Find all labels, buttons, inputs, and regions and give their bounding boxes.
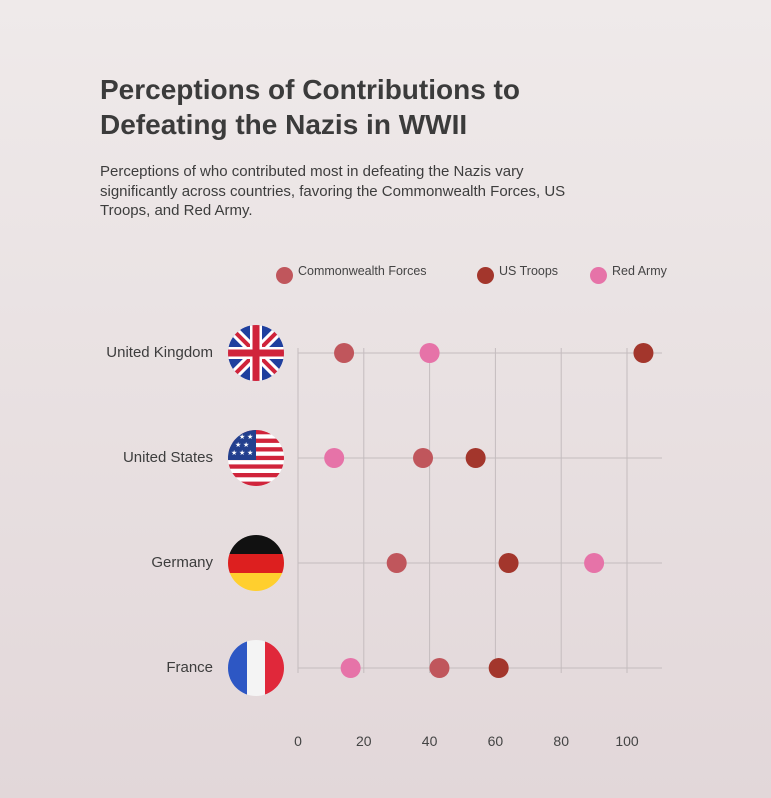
x-tick-label: 80	[553, 733, 569, 749]
country-label: Germany	[151, 554, 213, 571]
uk-flag-icon	[228, 325, 284, 381]
data-point[interactable]	[386, 553, 407, 573]
us-flag-icon: ★ ★ ★ ★ ★ ★ ★ ★	[228, 430, 284, 486]
legend-item: US Troops	[477, 262, 558, 284]
x-tick-label: 20	[356, 733, 372, 749]
data-point[interactable]	[334, 343, 355, 363]
data-point[interactable]	[465, 448, 486, 468]
country-label: United Kingdom	[106, 344, 213, 361]
legend-marker	[276, 267, 293, 284]
chart-title: Perceptions of Contributions to Defeatin…	[100, 74, 520, 140]
legend-marker	[590, 267, 607, 284]
svg-text:★: ★	[247, 433, 253, 441]
svg-text:★: ★	[243, 441, 249, 449]
legend-label: Commonwealth Forces	[298, 264, 427, 278]
country-label: United States	[122, 449, 213, 466]
svg-text:★: ★	[239, 449, 245, 457]
data-point[interactable]	[419, 343, 440, 363]
legend-marker	[477, 267, 494, 284]
germany-flag-icon	[228, 535, 284, 591]
svg-text:★: ★	[231, 433, 237, 441]
france-flag-icon	[228, 640, 284, 696]
legend-label: US Troops	[499, 264, 559, 278]
chart-subtitle: Perceptions of who contributed most in d…	[100, 163, 566, 219]
data-point[interactable]	[429, 658, 450, 678]
x-tick-label: 100	[615, 733, 639, 749]
legend-item: Commonwealth Forces	[276, 262, 427, 284]
svg-text:★: ★	[247, 449, 253, 457]
data-point[interactable]	[340, 658, 361, 678]
svg-text:★: ★	[239, 433, 245, 441]
legend-label: Red Army	[612, 264, 667, 278]
data-point[interactable]	[488, 658, 509, 678]
legend-item: Red Army	[590, 262, 667, 284]
data-point[interactable]	[584, 553, 605, 573]
data-point[interactable]	[633, 343, 654, 363]
data-point[interactable]	[324, 448, 345, 468]
x-tick-label: 60	[488, 733, 504, 749]
svg-text:★: ★	[235, 441, 241, 449]
data-point[interactable]	[498, 553, 519, 573]
svg-text:★: ★	[231, 449, 237, 457]
x-tick-label: 0	[294, 733, 302, 749]
data-point[interactable]	[413, 448, 434, 468]
country-label: France	[166, 659, 213, 676]
x-tick-label: 40	[422, 733, 438, 749]
